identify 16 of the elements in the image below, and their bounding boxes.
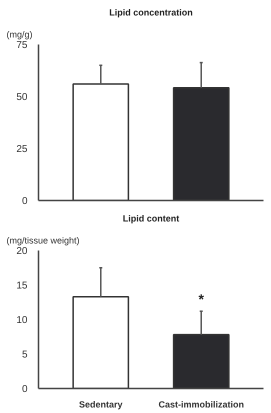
x-tick-label: Cast-immobilization	[158, 400, 244, 410]
y-tick-label: 15	[16, 280, 28, 292]
y-tick-label: 10	[16, 315, 28, 326]
y-tick-label: 25	[16, 144, 28, 155]
x-tick-label: Sedentary	[79, 400, 123, 410]
y-tick-label: 0	[22, 384, 28, 395]
y-axis-title: (mg/g)	[6, 30, 33, 40]
y-tick-label: 75	[16, 40, 28, 51]
chart-title: Lipid content	[122, 214, 180, 224]
y-tick-label: 50	[16, 92, 28, 103]
y-tick-label: 20	[16, 246, 28, 257]
y-tick-label: 0	[22, 196, 28, 207]
chart-title: Lipid concentration	[109, 8, 193, 18]
y-tick-label: 5	[22, 350, 28, 360]
annotation: *	[198, 291, 204, 308]
y-axis-title: (mg/tissue weight)	[6, 236, 80, 246]
